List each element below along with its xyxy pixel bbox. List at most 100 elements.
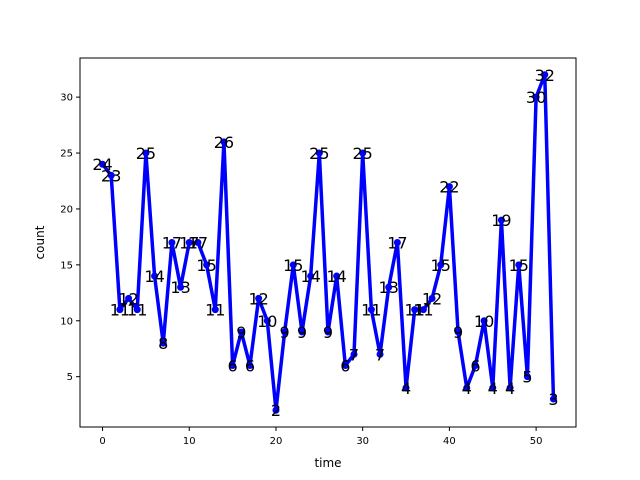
data-label: 2	[271, 401, 281, 420]
data-point	[125, 294, 133, 302]
data-label: 3	[548, 390, 558, 409]
data-point	[437, 261, 445, 269]
data-label: 19	[491, 211, 511, 230]
data-point	[506, 384, 514, 392]
data-point	[237, 328, 245, 336]
y-axis-label: count	[33, 225, 47, 259]
data-label: 17	[162, 234, 182, 253]
x-tick-label: 20	[270, 436, 283, 447]
data-point	[419, 306, 427, 314]
data-label: 11	[413, 301, 433, 320]
data-point	[489, 384, 497, 392]
data-point	[454, 328, 462, 336]
y-tick-label: 15	[60, 260, 73, 271]
x-tick-label: 0	[99, 436, 105, 447]
data-point	[99, 160, 107, 168]
data-label: 30	[526, 88, 546, 107]
data-label: 11	[405, 301, 425, 320]
data-label: 8	[158, 334, 168, 353]
data-point	[367, 306, 375, 314]
data-label: 11	[205, 301, 225, 320]
y-tick-label: 5	[67, 372, 73, 383]
data-label: 9	[323, 323, 333, 342]
data-point	[333, 272, 341, 280]
data-point	[220, 138, 228, 146]
data-point	[411, 306, 419, 314]
data-label: 5	[522, 368, 532, 387]
y-tick-label: 25	[60, 149, 73, 160]
data-point	[515, 261, 523, 269]
data-label: 6	[470, 357, 480, 376]
x-axis-ticks: 0 10 20 30 40 50	[99, 427, 542, 447]
data-label: 6	[340, 357, 350, 376]
data-label: 13	[170, 278, 190, 297]
data-label: 17	[179, 234, 199, 253]
data-point	[185, 239, 193, 246]
data-label: 17	[188, 234, 208, 253]
data-point	[255, 294, 263, 302]
data-point	[142, 149, 150, 157]
data-label: 9	[453, 323, 463, 342]
data-label: 15	[509, 256, 529, 275]
data-label: 25	[309, 144, 329, 163]
data-point	[177, 283, 185, 291]
data-point	[541, 71, 549, 79]
data-point	[107, 171, 115, 179]
y-tick-label: 10	[60, 316, 73, 327]
data-point	[471, 362, 479, 369]
y-axis-ticks: 5 10 15 20 25 30	[60, 93, 80, 383]
data-point	[229, 362, 237, 369]
data-point	[497, 216, 505, 224]
data-label: 4	[505, 379, 515, 398]
data-label: 15	[431, 256, 451, 275]
data-labels: 2423111211251481713171715112669612102915…	[92, 66, 558, 420]
data-label: 10	[257, 312, 277, 331]
data-point	[324, 328, 332, 336]
x-axis-label: time	[314, 456, 341, 470]
data-point	[281, 328, 289, 336]
data-label: 9	[280, 323, 290, 342]
data-point	[211, 306, 219, 314]
data-label: 4	[401, 379, 411, 398]
data-label: 32	[535, 66, 555, 85]
data-label: 7	[375, 345, 385, 364]
data-point	[341, 362, 349, 369]
data-label: 4	[462, 379, 472, 398]
data-point	[151, 272, 159, 280]
data-label: 24	[92, 155, 112, 174]
data-label: 23	[101, 166, 121, 185]
data-point	[194, 239, 202, 246]
y-tick-label: 30	[60, 93, 73, 104]
x-tick-label: 40	[443, 436, 456, 447]
data-label: 12	[118, 289, 138, 308]
data-label: 14	[144, 267, 164, 286]
data-label: 22	[439, 178, 459, 197]
data-point	[298, 328, 306, 336]
series-markers	[99, 71, 557, 414]
data-label: 15	[196, 256, 216, 275]
data-point	[133, 306, 141, 314]
data-point	[532, 93, 540, 101]
data-label: 6	[228, 357, 238, 376]
data-label: 25	[353, 144, 373, 163]
data-point	[376, 350, 384, 358]
data-label: 17	[387, 234, 407, 253]
data-label: 10	[474, 312, 494, 331]
data-label: 13	[379, 278, 399, 297]
data-point	[393, 239, 401, 246]
data-point	[549, 395, 557, 403]
data-point	[246, 362, 254, 369]
data-label: 9	[236, 323, 246, 342]
data-point	[203, 261, 211, 269]
data-label: 6	[245, 357, 255, 376]
data-point	[289, 261, 297, 269]
data-point	[523, 373, 531, 381]
data-point	[307, 272, 315, 280]
data-point	[168, 239, 176, 246]
data-point	[116, 306, 124, 314]
data-point	[480, 317, 488, 325]
data-label: 12	[422, 289, 442, 308]
data-point	[402, 384, 410, 392]
data-label: 11	[127, 301, 147, 320]
